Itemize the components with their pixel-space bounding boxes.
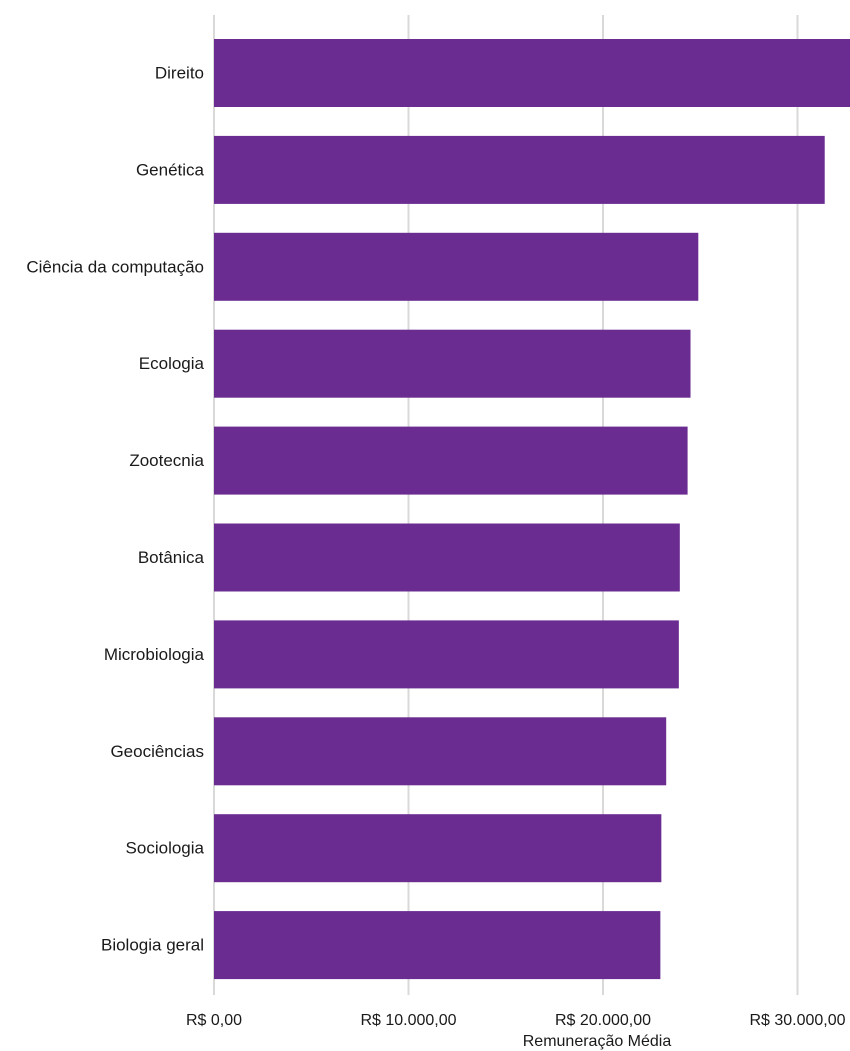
- bar: [214, 232, 699, 301]
- bars: [214, 39, 850, 980]
- x-tick-labels: R$ 0,00 R$ 10.000,00 R$ 20.000,00 R$ 30.000…: [186, 1012, 846, 1029]
- category-label: Sociologia: [126, 839, 205, 858]
- bar: [214, 911, 661, 980]
- category-labels: Direito Genética Ciência da computação Ecol…: [26, 64, 204, 955]
- category-label: Zootecnia: [129, 451, 204, 470]
- bar: [214, 426, 688, 495]
- x-tick-label: R$ 10.000,00: [360, 1012, 456, 1029]
- category-label: Biologia geral: [101, 936, 204, 955]
- x-tick-label: R$ 20.000,00: [555, 1012, 651, 1029]
- bar: [214, 329, 691, 398]
- bar: [214, 39, 850, 107]
- category-label: Geociências: [110, 742, 204, 761]
- bar: [214, 135, 825, 204]
- x-tick-label: R$ 0,00: [186, 1012, 242, 1029]
- category-label: Direito: [155, 64, 204, 83]
- category-label: Genética: [136, 160, 205, 179]
- bar: [214, 814, 662, 883]
- bar: [214, 523, 680, 592]
- category-label: Botânica: [138, 548, 205, 567]
- x-axis-title: Remuneração Média: [523, 1033, 672, 1050]
- bar: [214, 620, 679, 689]
- bar: [214, 717, 667, 786]
- x-tick-label: R$ 30.000,00: [749, 1012, 845, 1029]
- category-label: Microbiologia: [104, 645, 205, 664]
- category-label: Ciência da computação: [26, 257, 204, 276]
- category-label: Ecologia: [139, 354, 205, 373]
